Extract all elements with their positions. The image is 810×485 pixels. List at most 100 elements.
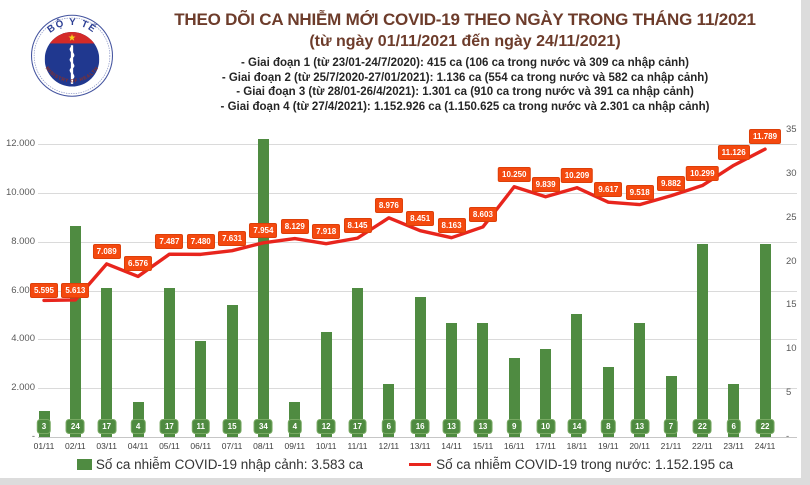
line-point-label: 9.518 [625, 184, 654, 200]
bar [446, 322, 458, 437]
x-axis-label: 19/11 [597, 441, 619, 451]
y-axis-left-label: 8.000 [11, 235, 35, 247]
bar-value-label: 13 [473, 419, 493, 434]
line-point-label: 8.976 [374, 197, 403, 213]
x-axis-label: 13/11 [409, 441, 431, 451]
y-axis-left-label: 6.000 [11, 284, 35, 296]
line-point-label: 7.918 [312, 223, 341, 239]
page-title: THEO DÕI CA NHIỄM MỚI COVID-19 THEO NGÀY… [174, 10, 756, 29]
bar [163, 287, 175, 437]
line-point-label: 7.480 [186, 234, 215, 250]
bar-value-label: 7 [663, 419, 679, 434]
bar [696, 244, 708, 437]
x-axis-label: 24/11 [754, 441, 776, 451]
x-axis-line [38, 437, 797, 438]
bar [540, 349, 552, 437]
bar-value-label: 17 [97, 419, 117, 434]
x-axis-label: 14/11 [441, 441, 462, 451]
legend-imported-label: Số ca nhiễm COVID-19 nhập cảnh: 3.583 ca [95, 457, 364, 472]
line-point-label: 5.613 [61, 282, 90, 298]
bar [383, 384, 395, 437]
legend-domestic-label: Số ca nhiễm COVID-19 trong nước: 1.152.1… [436, 457, 734, 472]
bar-value-label: 4 [130, 419, 146, 434]
bar-value-label: 16 [410, 419, 430, 434]
line-point-label: 8.145 [343, 218, 372, 234]
bar-value-label: 22 [692, 419, 712, 434]
line-point-label: 8.451 [406, 210, 435, 226]
gridline [38, 241, 797, 243]
line-point-label: 8.163 [437, 217, 466, 233]
x-axis-label: 16/11 [503, 441, 525, 451]
chart-legend: Số ca nhiễm COVID-19 nhập cảnh: 3.583 ca… [0, 457, 810, 472]
x-axis-label: 21/11 [660, 441, 682, 451]
bar-value-label: 13 [442, 419, 461, 434]
x-axis-label: 08/11 [253, 441, 274, 451]
x-axis-label: 22/11 [692, 441, 713, 451]
y-axis-right-label: 10 [786, 343, 797, 355]
bar [508, 358, 520, 437]
bar [414, 296, 426, 437]
chart-header: THEO DÕI CA NHIỄM MỚI COVID-19 THEO NGÀY… [132, 10, 798, 114]
y-axis-right-label: 35 [786, 124, 797, 135]
bar-value-label: 9 [507, 419, 522, 434]
x-axis-label: 10/11 [315, 441, 337, 451]
bar [257, 138, 269, 437]
bar [101, 287, 113, 437]
line-point-label: 9.882 [656, 175, 686, 191]
stage-line-2: - Giai đoạn 2 (từ 25/7/2020-27/01/2021):… [221, 71, 709, 84]
x-axis-label: 03/11 [96, 441, 118, 451]
bar [477, 322, 489, 437]
y-axis-left-label: 4.000 [11, 333, 35, 345]
y-axis-right-label: 5 [786, 387, 792, 399]
bar-value-label: 34 [253, 419, 273, 434]
stage-line-1: - Giai đoạn 1 (từ 23/01-24/7/2020): 415 … [241, 57, 689, 69]
star-icon [68, 34, 76, 41]
line-point-label: 7.631 [218, 230, 247, 246]
bar-value-label: 12 [316, 419, 336, 434]
bar [226, 305, 238, 437]
legend-item-imported: Số ca nhiễm COVID-19 nhập cảnh: 3.583 ca [76, 457, 364, 472]
gridline [38, 144, 797, 145]
line-point-label: 7.954 [249, 222, 278, 238]
caduceus-icon [69, 45, 75, 84]
bar [352, 287, 363, 437]
x-axis-label: 01/11 [33, 441, 55, 451]
line-point-label: 9.617 [594, 182, 623, 198]
bar-value-label: 24 [65, 419, 85, 434]
y-axis-left-label: 12.000 [5, 138, 35, 149]
stage-line-4: - Giai đoạn 4 (từ 27/4/2021): 1.152.926 … [220, 100, 710, 113]
x-axis-label: 11/11 [347, 441, 368, 451]
line-point-label: 10.250 [498, 166, 531, 182]
y-axis-left-label: 2.000 [11, 382, 35, 394]
bar-value-label: 3 [36, 419, 52, 434]
bar [665, 375, 677, 437]
page-subtitle: (từ ngày 01/11/2021 đến ngày 24/11/2021) [309, 33, 621, 50]
bar [634, 322, 646, 437]
stage-summary: - Giai đoạn 1 (từ 23/01-24/7/2020): 415 … [132, 56, 798, 114]
bar [571, 314, 583, 437]
y-axis-right-label: 25 [786, 211, 797, 223]
bar-value-label: 4 [287, 419, 303, 434]
line-point-label: 9.839 [531, 176, 560, 192]
bar-series-swatch-icon [76, 459, 92, 470]
x-axis-label: 07/11 [221, 441, 243, 451]
bar-value-label: 6 [381, 419, 397, 434]
gridline [38, 290, 797, 292]
x-axis-label: 15/11 [472, 441, 494, 451]
bar-value-label: 11 [191, 419, 210, 434]
y-axis-right-label: 20 [786, 255, 797, 267]
logo-inner-ring [33, 17, 111, 94]
line-point-label: 11.789 [749, 129, 782, 145]
x-axis-label: 02/11 [65, 441, 86, 451]
bar-value-label: 6 [726, 419, 741, 434]
bar [759, 244, 771, 437]
line-point-label: 10.209 [560, 167, 594, 183]
bar-value-label: 14 [567, 419, 587, 434]
bar [728, 384, 740, 437]
x-axis-label: 04/11 [127, 441, 149, 451]
y-axis-left-label: - [31, 431, 35, 442]
line-point-label: 7.487 [155, 234, 184, 250]
window-edge-right [801, 0, 810, 485]
bar [195, 340, 207, 437]
